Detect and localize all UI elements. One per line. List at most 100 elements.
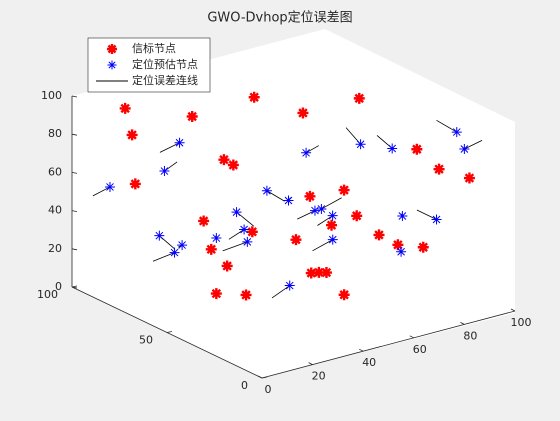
y-tick-label: 50 <box>139 334 153 347</box>
estimated-node <box>327 234 338 245</box>
estimated-node <box>459 144 470 154</box>
x-axis <box>261 310 516 379</box>
z-tick <box>71 286 78 289</box>
x-tick <box>257 375 263 379</box>
z-tick-label: 100 <box>41 89 62 102</box>
beacon-node <box>227 159 239 171</box>
error-line <box>266 190 285 202</box>
beacon-node <box>221 260 233 272</box>
z-tick <box>71 133 78 136</box>
estimated-node <box>169 247 180 258</box>
plot-area <box>92 91 483 301</box>
x-tick-label: 80 <box>463 329 477 342</box>
beacon-node <box>246 226 258 238</box>
beacon-node <box>248 91 260 103</box>
error-line <box>152 252 175 262</box>
estimated-node <box>239 224 250 235</box>
estimated-node <box>177 240 188 251</box>
z-tick-label: 20 <box>48 242 62 255</box>
z-tick <box>71 248 78 251</box>
x-tick <box>460 322 465 325</box>
z-tick-label: 80 <box>48 127 62 140</box>
estimated-node <box>301 147 312 158</box>
beacon-node <box>326 219 338 231</box>
z-tick-label: 60 <box>48 165 62 178</box>
beacon-node <box>186 111 198 122</box>
x-tick <box>308 362 313 365</box>
estimated-node <box>316 203 327 214</box>
x-tick-label: 20 <box>312 370 326 383</box>
beacon-node <box>240 289 252 301</box>
estimated-node <box>327 210 338 221</box>
beacon-node <box>119 102 131 114</box>
error-line <box>222 241 248 252</box>
legend-label: 信标节点 <box>132 41 176 55</box>
x-tick-label: 0 <box>265 383 272 396</box>
beacon-node <box>297 107 309 119</box>
beacon-node <box>392 239 404 251</box>
y-tick <box>261 376 268 379</box>
estimated-node <box>104 181 115 192</box>
error-line <box>317 215 333 226</box>
z-tick <box>71 172 78 174</box>
beacon-node <box>320 267 332 279</box>
beacon-node <box>218 154 230 166</box>
beacon-node <box>338 289 350 301</box>
y-tick <box>166 331 173 333</box>
error-line <box>92 186 111 197</box>
beacon-node <box>433 163 445 175</box>
estimated-node <box>397 210 408 221</box>
legend-label: 定位预估节点 <box>132 57 198 71</box>
estimated-node <box>159 166 170 177</box>
x-tick <box>409 335 414 339</box>
beacon-node <box>463 172 475 184</box>
estimated-node <box>355 139 366 150</box>
y-tick-label: 100 <box>37 288 58 301</box>
beacon-node <box>353 92 365 104</box>
beacon-node <box>351 210 363 222</box>
beacon-node <box>417 241 429 253</box>
error-line <box>228 229 245 240</box>
estimated-node <box>387 143 398 154</box>
estimated-node <box>309 205 320 216</box>
error-line <box>321 197 342 210</box>
estimated-node <box>396 246 407 257</box>
beacon-node <box>210 288 222 300</box>
beacon-node <box>304 190 316 202</box>
error-line <box>464 140 483 150</box>
estimated-node <box>284 280 295 291</box>
beacon-node <box>373 229 385 241</box>
x-tick <box>359 348 364 352</box>
beacon-node <box>126 129 138 141</box>
beacon-node <box>305 267 317 279</box>
estimated-node <box>154 230 165 241</box>
error-line <box>271 285 290 299</box>
z-tick-label: 40 <box>48 204 62 217</box>
legend-marker <box>107 44 117 54</box>
estimated-node <box>242 236 253 247</box>
estimated-node <box>451 127 462 138</box>
estimated-node <box>283 195 294 206</box>
x-tick <box>510 308 516 312</box>
x-tick-label: 60 <box>413 343 427 356</box>
error-line <box>312 239 333 252</box>
z-tick <box>71 95 78 98</box>
beacon-node <box>205 243 217 255</box>
error-line <box>436 119 457 133</box>
beacon-node <box>129 178 141 190</box>
estimated-node <box>211 233 222 244</box>
estimated-node <box>174 137 185 148</box>
z-tick <box>71 210 78 212</box>
z-tick-label: 0 <box>55 280 62 293</box>
axes-background <box>72 29 515 378</box>
error-line <box>416 209 437 220</box>
beacon-node <box>411 143 423 155</box>
legend-label: 定位误差连线 <box>132 73 198 87</box>
x-tick-label: 40 <box>362 356 376 369</box>
beacon-node <box>290 234 302 246</box>
y-tick-label: 0 <box>241 379 248 392</box>
beacon-node <box>338 184 350 196</box>
error-line <box>159 142 180 153</box>
